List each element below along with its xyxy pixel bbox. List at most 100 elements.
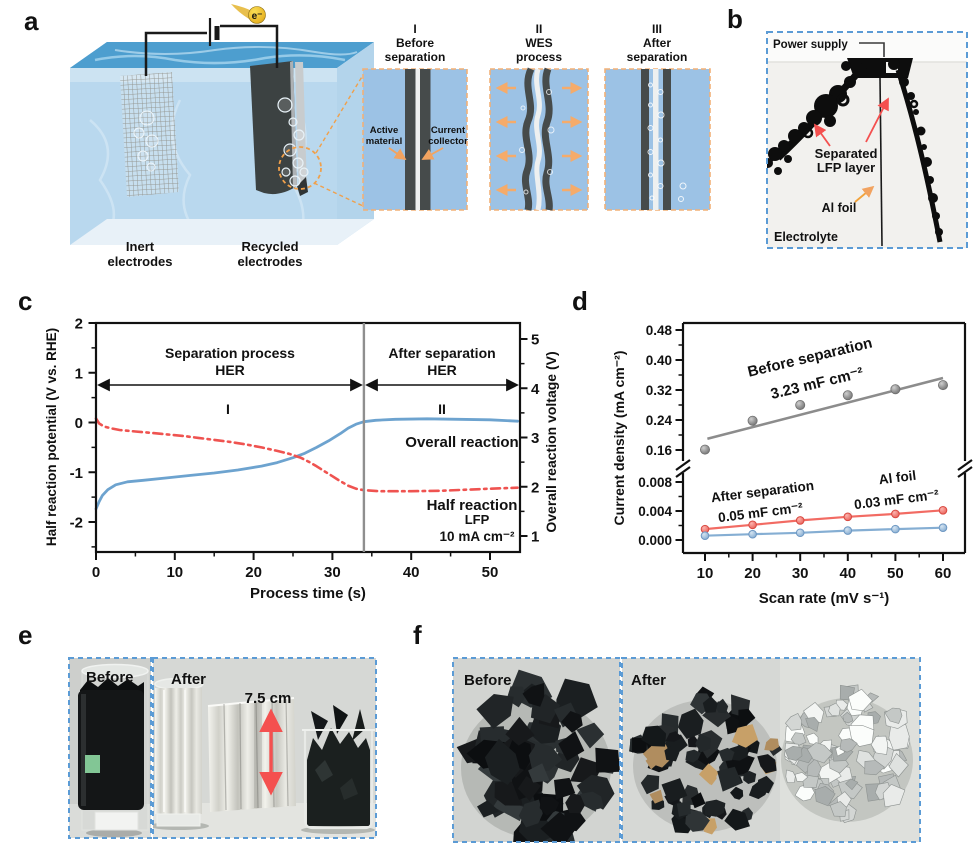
debris-flake (691, 792, 706, 809)
panel-e-label: e (18, 620, 32, 650)
zoom-highlight-circle (278, 146, 322, 190)
photo-border-e2 (152, 657, 377, 839)
shredded-before-photo (453, 658, 620, 842)
electron-comet: e⁻ (231, 4, 266, 24)
inset1-title-1: Before (396, 36, 434, 50)
region2-title: After separation (388, 345, 495, 361)
al-foil-line (704, 526, 944, 537)
chart-c-frame (94, 321, 522, 554)
debris-flake (842, 711, 854, 724)
region2-numeral: II (438, 401, 446, 417)
debris-flake (882, 783, 906, 808)
debris-flake (731, 724, 758, 748)
chart-d-ylabel: Current density (mA cm⁻²) (611, 351, 627, 526)
separated-lfp-label-1: Separated (815, 146, 878, 161)
debris-flake (743, 770, 757, 784)
before-separation-point (747, 415, 758, 426)
panel-d: d 10 20 30 40 50 60 0.48 0.40 0.32 0.24 0.16 0.008 0… (572, 286, 973, 607)
debris-flake (829, 801, 847, 817)
debris-flake (724, 808, 750, 831)
debris-flake (484, 738, 520, 785)
chart-d-dynamic: 10 20 30 40 50 60 0.48 0.40 0.32 0.24 0.16 0.008 0.0… (638, 323, 951, 582)
zoom-connector-bottom (313, 182, 364, 207)
recycled-electrode (250, 61, 309, 196)
debris-flake (649, 789, 664, 804)
x-tick-label: 50 (887, 565, 904, 582)
panel-a-label: a (24, 6, 39, 36)
debris-flake (695, 733, 711, 753)
al-foil-point (700, 531, 710, 540)
electrode-bubbles (277, 97, 309, 187)
panel-b-label: b (727, 4, 743, 34)
y-tick-label-right: 2 (531, 479, 539, 496)
before-separation-point (937, 380, 948, 391)
y-tick-label-upper: 0.24 (646, 413, 673, 428)
debris-flake (522, 683, 545, 707)
y-tick-label-upper: 0.16 (646, 443, 673, 458)
photo-border-f2 (621, 657, 921, 843)
mesh-bubbles (133, 110, 159, 172)
x-tick-label: 0 (92, 564, 100, 581)
chart-d-xlabel: Scan rate (mV s⁻¹) (759, 590, 889, 607)
zoom-connector-top (315, 74, 364, 154)
debris-flake (790, 732, 807, 747)
debris-flake (664, 744, 680, 762)
inset1-title-2: separation (385, 50, 446, 64)
active-material-label-2: material (366, 136, 402, 147)
al-foil-series-label: Al foil (878, 468, 917, 487)
inset-after-separation: III After separation (604, 22, 711, 211)
after-separation-point (938, 505, 948, 515)
debris-flake (807, 742, 833, 764)
panel-d-label: d (572, 286, 588, 316)
y-tick-label-right: 1 (531, 529, 539, 546)
flake-beaker (302, 705, 375, 830)
current-collector-label-1: Current (431, 125, 466, 136)
debris-flake (738, 708, 756, 726)
y-tick-label-right: 4 (531, 381, 540, 398)
half-reaction-label: Half reaction (427, 497, 518, 514)
circuit-wires (144, 18, 279, 76)
al-foil-point (891, 524, 900, 534)
al-foil-point (795, 528, 805, 538)
y-tick-label-left: 1 (75, 365, 83, 382)
y-tick-label-upper: 0.48 (646, 323, 673, 338)
debris-flake (576, 722, 605, 749)
debris-flake (764, 738, 779, 751)
y-tick-label-left: 2 (75, 316, 83, 333)
debris-flake (730, 786, 744, 800)
debris-flake (640, 774, 660, 795)
power-supply-lead (859, 42, 885, 57)
expansion-arrows (495, 82, 583, 196)
after-separation-photo (153, 658, 376, 838)
after-badge-f: After (631, 672, 666, 689)
debris-flake (518, 799, 543, 828)
before-separation-point (842, 390, 853, 401)
debris-flake (704, 770, 717, 786)
debris-flake (528, 742, 563, 772)
chart-c-xlabel: Process time (s) (250, 585, 366, 602)
inset3-title-2: separation (627, 50, 688, 64)
photo-border-b (766, 31, 968, 249)
debris-flake (579, 791, 604, 811)
y-tick-label-left: -2 (70, 515, 83, 532)
after-separation-point (843, 512, 853, 522)
beaker-glass (303, 730, 374, 830)
after-separation-point (891, 509, 900, 519)
photo-border-e1 (68, 657, 152, 839)
inert-electrodes-label-2: electrodes (107, 254, 172, 269)
debris-flake (839, 738, 858, 753)
foil-sheet (208, 698, 296, 812)
before-separation-point (890, 384, 901, 395)
debris-flake (576, 774, 615, 810)
y-tick-label-upper: 0.40 (646, 353, 672, 368)
debris-flake (888, 724, 910, 751)
chart-c-ylabel-right: Overall reaction voltage (V) (543, 351, 559, 532)
before-badge-f: Before (464, 672, 512, 689)
debris-flake (794, 783, 815, 802)
debris-flake (505, 716, 535, 746)
debris-flake (805, 716, 820, 732)
shredded-after-photo (622, 658, 920, 842)
before-separation-point (699, 444, 710, 455)
x-tick-label: 30 (792, 565, 809, 582)
